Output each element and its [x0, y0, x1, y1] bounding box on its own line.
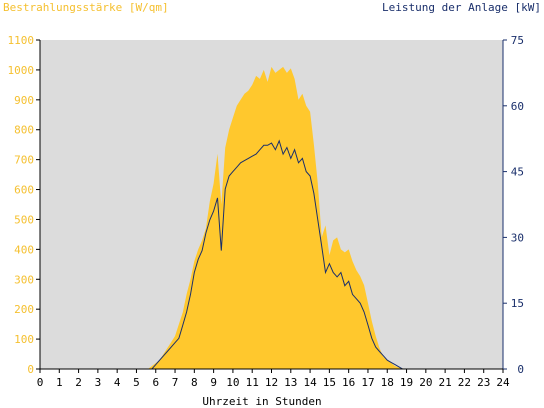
x-tick-label: 17	[361, 376, 374, 389]
x-tick-label: 11	[246, 376, 259, 389]
x-tick-label: 18	[381, 376, 394, 389]
x-tick-label: 24	[496, 376, 510, 389]
right-tick-label: 60	[511, 100, 524, 113]
x-tick-label: 13	[284, 376, 297, 389]
left-tick-label: 200	[14, 303, 34, 316]
left-tick-label: 1100	[8, 34, 35, 47]
x-tick-label: 3	[95, 376, 102, 389]
left-tick-label: 500	[14, 213, 34, 226]
x-tick-label: 15	[323, 376, 336, 389]
x-tick-label: 7	[172, 376, 179, 389]
right-tick-label: 45	[511, 166, 524, 179]
left-axis-ticks: 0 100 200 300 400 500 600 700 800 900 1000 1100	[8, 34, 40, 376]
left-tick-label: 1000	[8, 64, 35, 77]
left-tick-label: 700	[14, 154, 34, 167]
x-tick-label: 5	[133, 376, 140, 389]
right-axis-ticks: 0 15 30 45 60 75	[503, 34, 524, 376]
x-tick-label: 1	[56, 376, 63, 389]
right-tick-label: 0	[517, 363, 524, 376]
x-axis-title: Uhrzeit in Stunden	[202, 395, 321, 408]
x-tick-label: 14	[303, 376, 317, 389]
x-tick-label: 23	[477, 376, 490, 389]
x-tick-label: 19	[400, 376, 413, 389]
right-tick-label: 30	[511, 231, 524, 244]
x-tick-label: 20	[419, 376, 432, 389]
right-tick-label: 75	[511, 34, 524, 47]
left-tick-label: 800	[14, 124, 34, 137]
x-tick-label: 8	[191, 376, 198, 389]
x-tick-label: 10	[226, 376, 239, 389]
irradiance-area	[40, 66, 503, 370]
power-line	[40, 139, 503, 370]
x-tick-label: 9	[210, 376, 217, 389]
right-tick-label: 15	[511, 297, 524, 310]
x-tick-label: 6	[152, 376, 159, 389]
left-tick-label: 100	[14, 333, 34, 346]
x-tick-label: 21	[439, 376, 452, 389]
left-tick-label: 400	[14, 243, 34, 256]
x-tick-label: 0	[37, 376, 44, 389]
x-tick-label: 16	[342, 376, 355, 389]
irradiance-area-layer	[40, 66, 503, 370]
left-tick-label: 600	[14, 184, 34, 197]
left-axis-title: Bestrahlungsstärke [W/qm]	[3, 1, 169, 14]
power-line-layer	[40, 139, 503, 370]
right-axis-title: Leistung der Anlage [kW]	[382, 1, 541, 14]
left-tick-label: 0	[27, 363, 34, 376]
x-tick-label: 4	[114, 376, 121, 389]
x-axis-ticks: 0 1 2 3 4 5 6 7 8 9 10 11 12 13 14 15 16 17 18 19 20 21 22 23 24	[37, 369, 510, 389]
x-tick-label: 12	[265, 376, 278, 389]
x-tick-label: 2	[75, 376, 82, 389]
left-tick-label: 300	[14, 273, 34, 286]
left-tick-label: 900	[14, 94, 34, 107]
x-tick-label: 22	[458, 376, 471, 389]
